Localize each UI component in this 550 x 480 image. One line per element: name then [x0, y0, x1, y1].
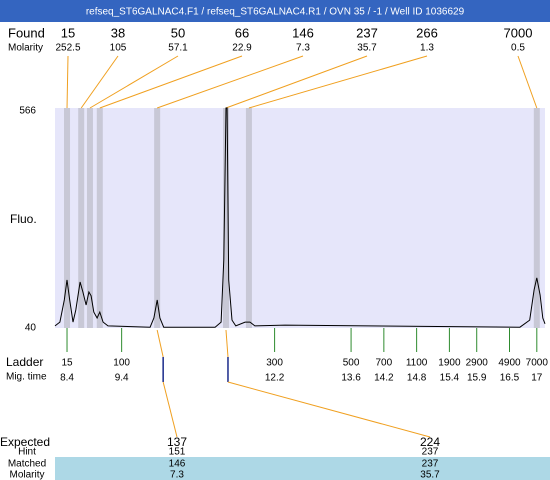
found-molarity: 35.7	[357, 43, 377, 54]
expected-matched: 237	[422, 459, 439, 470]
found-size: 266	[416, 25, 438, 40]
matched-label: Matched	[8, 459, 46, 470]
found-size: 66	[235, 25, 249, 40]
expected-connector	[162, 381, 178, 438]
expected-connector	[225, 329, 229, 358]
expected-connector	[227, 381, 431, 438]
matched-band	[55, 457, 550, 480]
found-molarity: 7.3	[296, 43, 310, 54]
peak-band	[86, 108, 93, 328]
y-tick-label: 40	[25, 323, 37, 334]
peak-band	[78, 108, 85, 328]
peak-band	[533, 108, 540, 328]
expected-matched: 146	[169, 459, 186, 470]
ladder-size: 700	[376, 358, 393, 369]
peak-band	[245, 108, 252, 328]
ladder-size: 300	[266, 358, 283, 369]
found-molarity: 252.5	[55, 43, 80, 54]
found-molarity: 22.9	[232, 43, 252, 54]
ladder-mig-time: 9.4	[115, 373, 129, 384]
found-size: 146	[292, 25, 314, 40]
expected-size: 224	[420, 435, 440, 449]
ladder-size: 100	[113, 358, 130, 369]
ladder-label: Ladder	[6, 355, 43, 369]
ladder-size: 15	[61, 358, 73, 369]
y-label: Fluo.	[10, 212, 37, 226]
found-connector	[80, 55, 119, 109]
expected-connector	[156, 329, 164, 358]
plot-area	[55, 108, 545, 328]
ladder-mig-time: 14.2	[374, 373, 394, 384]
expected-hint: 151	[169, 447, 186, 458]
ladder-mig-time: 14.8	[407, 373, 427, 384]
found-connector	[89, 55, 179, 109]
peak-band	[64, 108, 71, 328]
found-size: 7000	[504, 25, 533, 40]
found-molarity: 57.1	[168, 43, 188, 54]
expected-molarity-label: Molarity	[9, 470, 44, 480]
ladder-mig-time: 12.2	[265, 373, 285, 384]
peak-band	[222, 108, 229, 328]
found-connector	[248, 55, 428, 109]
ladder-mig-time: 16.5	[500, 373, 520, 384]
expected-size: 137	[167, 435, 187, 449]
y-tick-label: 566	[19, 106, 36, 117]
ladder-size: 1100	[406, 358, 428, 369]
molarity-label: Molarity	[8, 43, 43, 54]
found-size: 38	[111, 25, 125, 40]
trace	[54, 107, 546, 328]
peak-band	[96, 108, 103, 328]
ladder-size: 4900	[498, 358, 521, 369]
found-molarity: 0.5	[511, 43, 525, 54]
found-connector	[225, 55, 368, 109]
found-molarity: 105	[110, 43, 127, 54]
found-connector	[517, 55, 538, 109]
ladder-mig-time: 8.4	[60, 373, 74, 384]
ladder-mig-time: 17	[531, 373, 543, 384]
expected-molarity: 7.3	[170, 470, 184, 480]
ladder-mig-time: 15.9	[467, 373, 487, 384]
found-connector	[66, 55, 69, 109]
found-size: 237	[356, 25, 378, 40]
mig-time-label: Mig. time	[6, 372, 47, 383]
expected-hint: 237	[422, 447, 439, 458]
expected-label: Expected	[0, 435, 50, 449]
expected-molarity: 35.7	[420, 470, 440, 480]
ladder-mig-time: 13.6	[341, 373, 361, 384]
found-connector	[156, 55, 304, 109]
found-molarity: 1.3	[420, 43, 434, 54]
ladder-size: 500	[343, 358, 360, 369]
ladder-size: 1900	[438, 358, 461, 369]
header-bar	[0, 0, 550, 22]
ladder-mig-time: 15.4	[440, 373, 460, 384]
peak-band	[154, 108, 161, 328]
ladder-size: 7000	[526, 358, 549, 369]
found-connector	[99, 55, 243, 109]
ladder-size: 2900	[466, 358, 489, 369]
title: refseq_ST6GALNAC4.F1 / refseq_ST6GALNAC4…	[86, 7, 465, 18]
found-size: 50	[171, 25, 185, 40]
hint-label: Hint	[18, 447, 36, 458]
found-label: Found	[8, 25, 45, 40]
found-size: 15	[61, 25, 75, 40]
